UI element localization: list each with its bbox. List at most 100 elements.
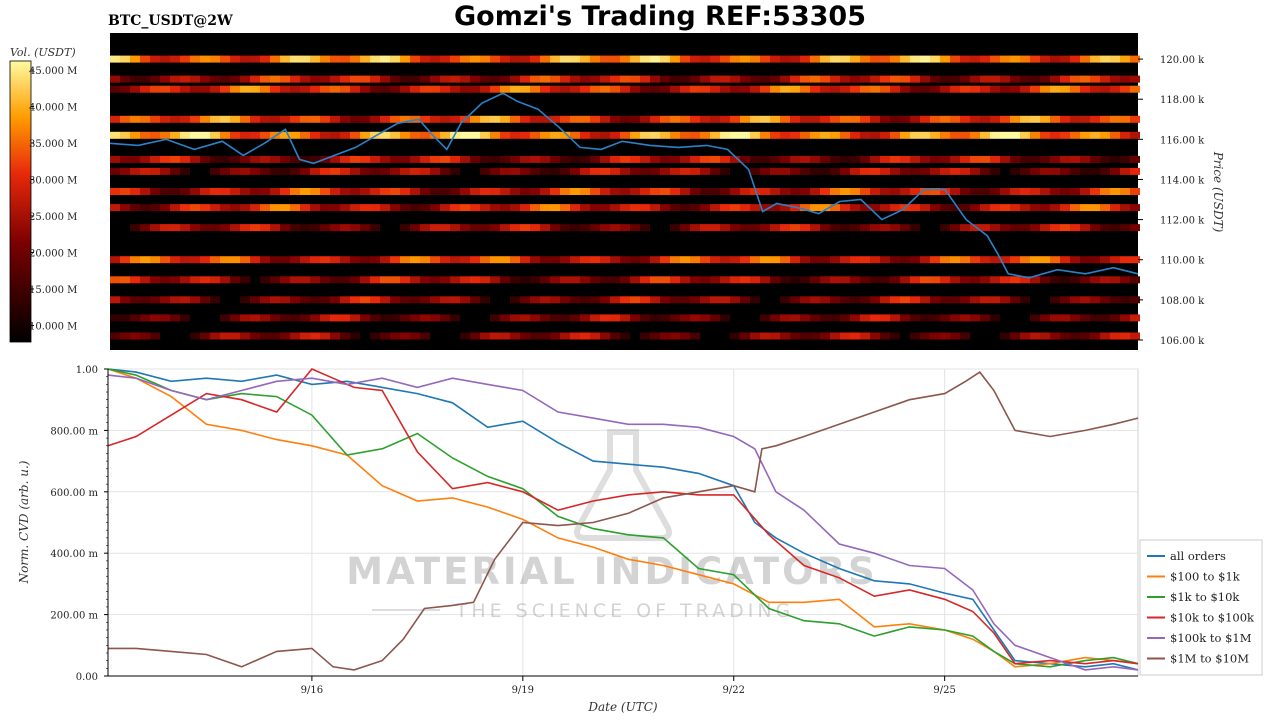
heat-cell xyxy=(580,332,590,340)
heat-cell xyxy=(960,296,970,304)
heat-cell xyxy=(110,188,120,195)
heat-cell xyxy=(950,276,960,284)
heat-cell xyxy=(220,155,230,163)
heat-cell xyxy=(320,167,330,175)
heat-cell xyxy=(450,188,460,195)
heat-cell xyxy=(560,188,570,195)
heat-cell xyxy=(360,115,370,123)
heat-cell xyxy=(750,204,760,212)
heat-cell xyxy=(350,115,360,123)
heat-cell xyxy=(110,115,120,123)
heat-cell xyxy=(500,276,510,284)
heat-cell xyxy=(110,256,120,264)
heat-cell xyxy=(190,85,200,93)
heat-cell xyxy=(550,224,560,232)
heat-cell xyxy=(860,115,870,123)
legend-label: $100k to $1M xyxy=(1170,631,1252,645)
heat-cell xyxy=(1050,224,1060,232)
heat-cell xyxy=(740,332,750,340)
heat-cell xyxy=(150,55,160,63)
heat-cell xyxy=(480,131,490,139)
heat-cell xyxy=(190,155,200,163)
heat-cell xyxy=(990,85,1000,93)
heat-cell xyxy=(270,314,280,322)
heat-cell xyxy=(320,296,330,304)
heat-cell xyxy=(130,55,140,63)
heat-cell xyxy=(680,332,690,340)
heat-cell xyxy=(690,296,700,304)
heat-cell xyxy=(520,85,530,93)
heat-cell xyxy=(1060,332,1070,340)
heat-cell xyxy=(420,332,430,340)
heat-cell xyxy=(270,224,280,232)
heat-cell xyxy=(560,131,570,139)
heat-cell xyxy=(730,115,740,123)
heat-cell xyxy=(560,296,570,304)
price-tick-label: 110.00 k xyxy=(1160,256,1205,267)
heat-cell xyxy=(310,256,320,264)
heat-cell xyxy=(340,155,350,163)
heat-cell xyxy=(350,256,360,264)
heat-cell xyxy=(1120,296,1130,304)
heat-cell xyxy=(400,224,410,232)
heat-cell xyxy=(620,204,630,212)
heat-cell xyxy=(140,155,150,163)
heat-cell xyxy=(700,85,710,93)
heat-cell xyxy=(420,224,430,232)
heat-cell xyxy=(160,256,170,264)
heat-cell xyxy=(480,256,490,264)
heat-cell xyxy=(850,256,860,264)
heat-cell xyxy=(370,276,380,284)
heat-cell xyxy=(110,314,120,322)
heat-cell xyxy=(250,167,260,175)
heat-cell xyxy=(1100,332,1110,340)
heat-cell xyxy=(440,155,450,163)
heat-cell xyxy=(1050,188,1060,195)
heat-cell xyxy=(1090,204,1100,212)
heat-cell xyxy=(1070,115,1080,123)
heat-cell xyxy=(960,276,970,284)
heat-cell xyxy=(350,314,360,322)
heat-cell xyxy=(530,276,540,284)
heat-cell xyxy=(430,224,440,232)
heat-cell xyxy=(510,167,520,175)
heat-cell xyxy=(280,167,290,175)
heat-cell xyxy=(420,115,430,123)
heat-cell xyxy=(670,332,680,340)
heat-cell xyxy=(1030,155,1040,163)
heat-cell xyxy=(1070,85,1080,93)
heat-cell xyxy=(290,131,300,139)
heat-cell xyxy=(720,75,730,83)
heat-cell xyxy=(170,167,180,175)
heat-cell xyxy=(1040,115,1050,123)
heat-cell xyxy=(750,55,760,63)
cvd-line--1k-to-10k xyxy=(107,368,1139,668)
heat-cell xyxy=(940,276,950,284)
heat-cell xyxy=(560,115,570,123)
heat-cell xyxy=(570,204,580,212)
heat-cell xyxy=(360,155,370,163)
heat-cell xyxy=(720,85,730,93)
heat-cell xyxy=(600,55,610,63)
heat-cell xyxy=(270,75,280,83)
heat-cell xyxy=(110,276,120,284)
heat-cell xyxy=(450,155,460,163)
heat-cell xyxy=(850,314,860,322)
heat-cell xyxy=(260,204,270,212)
heat-cell xyxy=(630,131,640,139)
heat-cell xyxy=(350,332,360,340)
heat-cell xyxy=(1130,188,1140,195)
heat-cell xyxy=(740,224,750,232)
heat-cell xyxy=(1130,131,1140,139)
heat-cell xyxy=(820,224,830,232)
heat-cell xyxy=(1090,155,1100,163)
heat-cell xyxy=(900,167,910,175)
heat-cell xyxy=(690,55,700,63)
heat-cell xyxy=(780,204,790,212)
heat-cell xyxy=(710,256,720,264)
colorbar-tick-label: 25.000 M xyxy=(29,212,77,223)
heat-cell xyxy=(1100,167,1110,175)
heat-cell xyxy=(850,204,860,212)
heat-cell xyxy=(720,115,730,123)
heat-cell xyxy=(610,115,620,123)
